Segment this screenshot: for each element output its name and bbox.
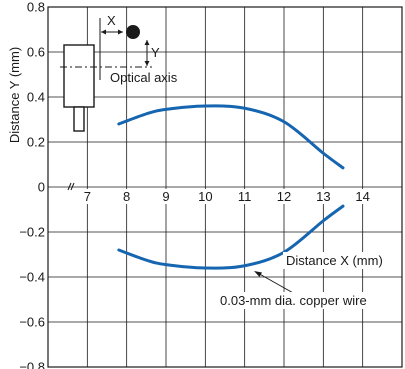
x-tick-label-bg <box>78 189 97 204</box>
x-axis-label-bg <box>283 252 401 269</box>
optical-axis-label: Optical axis <box>110 70 178 85</box>
x-tick-label: 11 <box>238 189 252 204</box>
wire-pointer-arrowhead <box>254 271 262 277</box>
sensor-schematic: X Y Optical axis <box>60 13 178 132</box>
y-tick-label: 0 <box>38 180 45 195</box>
x-tick-label: 9 <box>162 189 169 204</box>
y-tick-label: 0.6 <box>27 45 45 60</box>
grid <box>47 6 403 368</box>
wire-pointer-line <box>255 271 296 295</box>
sensor-body <box>63 44 95 108</box>
x-tick-label-bg <box>196 189 215 204</box>
y-axis-label: Distance Y (mm) <box>7 47 22 143</box>
x-tick-label-bg <box>157 189 175 204</box>
y-tick-label: 0.8 <box>27 0 45 15</box>
x-tick-label: 14 <box>355 189 369 204</box>
x-arrowhead <box>118 29 123 35</box>
x-tick-label-bg <box>235 189 254 204</box>
wire-label: 0.03-mm dia. copper wire <box>220 293 367 308</box>
y-tick-label: −0.4 <box>19 270 45 285</box>
target-wire-dot <box>126 25 140 39</box>
x-tick-label: 10 <box>198 189 212 204</box>
x-arrowhead <box>101 29 106 35</box>
axis-break-mark <box>67 182 75 191</box>
x-tick-label: 8 <box>123 189 130 204</box>
wire-label-bg <box>217 292 401 309</box>
x-tick-label-bg <box>314 189 333 204</box>
x-tick-label: 12 <box>277 189 291 204</box>
x-tick-label-bg <box>353 189 372 204</box>
y-tick-label: −0.8 <box>19 360 45 369</box>
series-group <box>117 104 345 270</box>
sensor-cable <box>73 106 85 132</box>
y-arrowhead <box>144 40 150 45</box>
y-tick-label: 0.2 <box>27 135 45 150</box>
plot-frame <box>47 6 403 368</box>
series-line-lower <box>117 204 345 270</box>
x-tick-label: 7 <box>84 189 91 204</box>
y-tick-label: −0.6 <box>19 315 45 330</box>
x-tick-label: 13 <box>316 189 330 204</box>
y-tick-label: −0.2 <box>19 225 45 240</box>
y-arrowhead <box>144 61 150 66</box>
series-line-upper <box>117 104 345 170</box>
x-tick-label-bg <box>117 189 136 204</box>
x-tick-label-bg <box>275 189 293 204</box>
x-axis-label: Distance X (mm) <box>286 253 383 268</box>
y-tick-label: 0.4 <box>27 90 45 105</box>
tick-labels: 0.8 0.6 0.4 0.2 0 −0.2 −0.4 −0.6 −0.8 7 8 9 10 11 12 13… <box>19 0 372 369</box>
x-symbol: X <box>107 13 116 28</box>
y-symbol: Y <box>151 45 160 60</box>
